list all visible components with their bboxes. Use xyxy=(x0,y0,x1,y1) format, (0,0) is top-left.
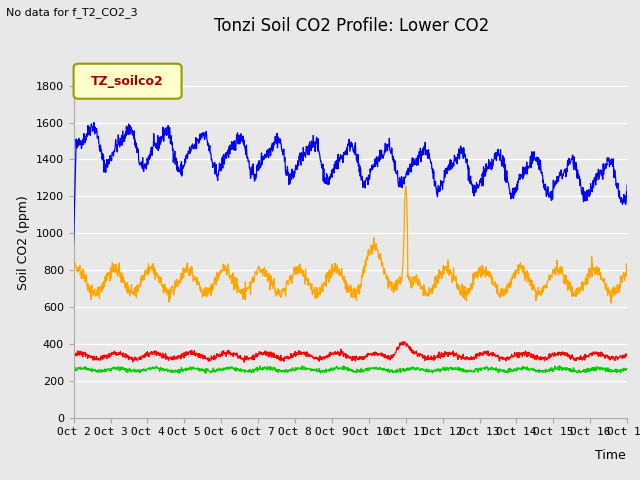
Text: Tonzi Soil CO2 Profile: Lower CO2: Tonzi Soil CO2 Profile: Lower CO2 xyxy=(214,17,490,35)
Text: No data for f_T2_CO2_3: No data for f_T2_CO2_3 xyxy=(6,7,138,18)
Y-axis label: Soil CO2 (ppm): Soil CO2 (ppm) xyxy=(17,195,30,290)
Text: TZ_soilco2: TZ_soilco2 xyxy=(92,75,164,88)
X-axis label: Time: Time xyxy=(595,449,626,462)
FancyBboxPatch shape xyxy=(74,64,182,99)
